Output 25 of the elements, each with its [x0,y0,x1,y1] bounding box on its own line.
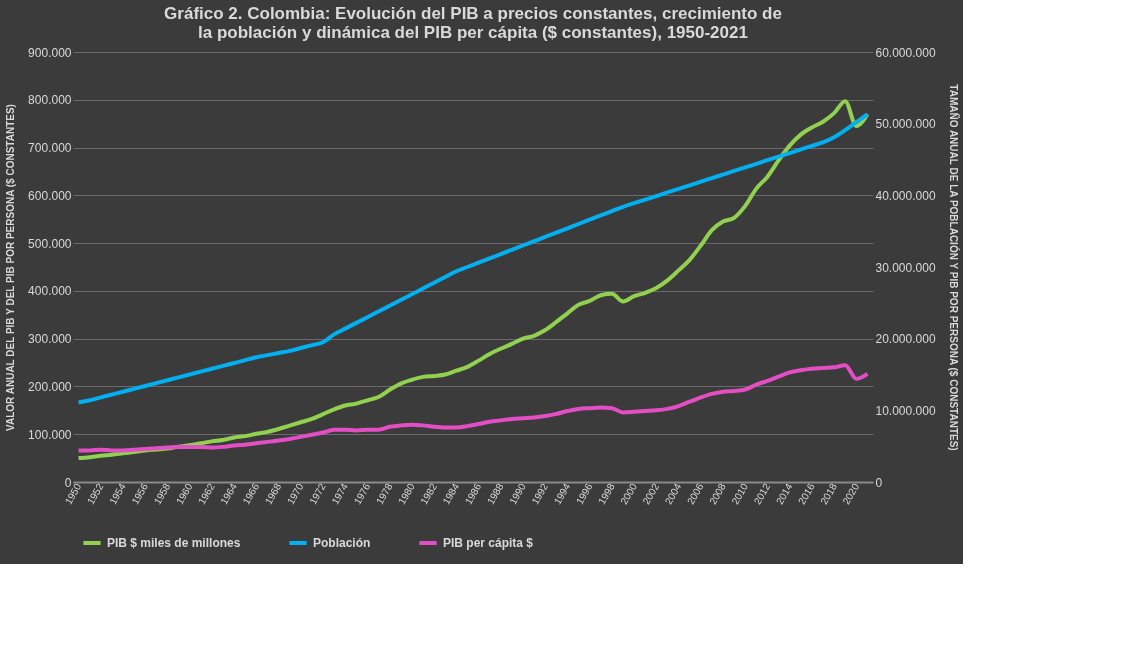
y-axis-title: VALOR ANUAL DEL PIB Y DEL PIB POR PERSONA ($ CONSTANTES) [5,104,17,431]
line-series [76,112,870,405]
line-series [76,363,870,453]
y-tick-label: 100.000 [28,427,72,442]
y-tick-label: 700.000 [28,141,72,156]
legend-label: PIB $ miles de millones [107,536,241,550]
y2-tick-label: 20.000.000 [875,332,936,347]
y-tick-label: 900.000 [28,45,72,60]
y2-tick-label: 30.000.000 [875,260,936,275]
y2-axis-title: TAMAÑO ANUAL DE LA POBLACIÓN Y PIB POR PERSONA ($ CONSTANTES) [947,84,960,451]
y2-tick-label: 60.000.000 [875,45,936,60]
line-series [76,99,870,461]
y-tick-label: 200.000 [28,379,72,394]
y2-tick-label: 10.000.000 [875,403,936,418]
legend-label: PIB per cápita $ [443,536,534,550]
y2-tick-label: 50.000.000 [875,117,936,132]
y-tick-label: 400.000 [28,284,72,299]
legend-label: Población [313,536,371,550]
y2-tick-label: 0 [875,475,883,490]
y-tick-label: 300.000 [28,332,72,347]
y2-tick-label: 40.000.000 [875,188,936,203]
y-tick-label: 800.000 [28,93,72,108]
y-tick-label: 500.000 [28,236,72,251]
chart-title: Gráfico 2. Colombia: Evolución del PIB a precios constantes, crecimiento de la población y dinámica del PIB per cápita ($ constantes), 1950-2021 [164,4,782,42]
y-tick-label: 600.000 [28,188,72,203]
